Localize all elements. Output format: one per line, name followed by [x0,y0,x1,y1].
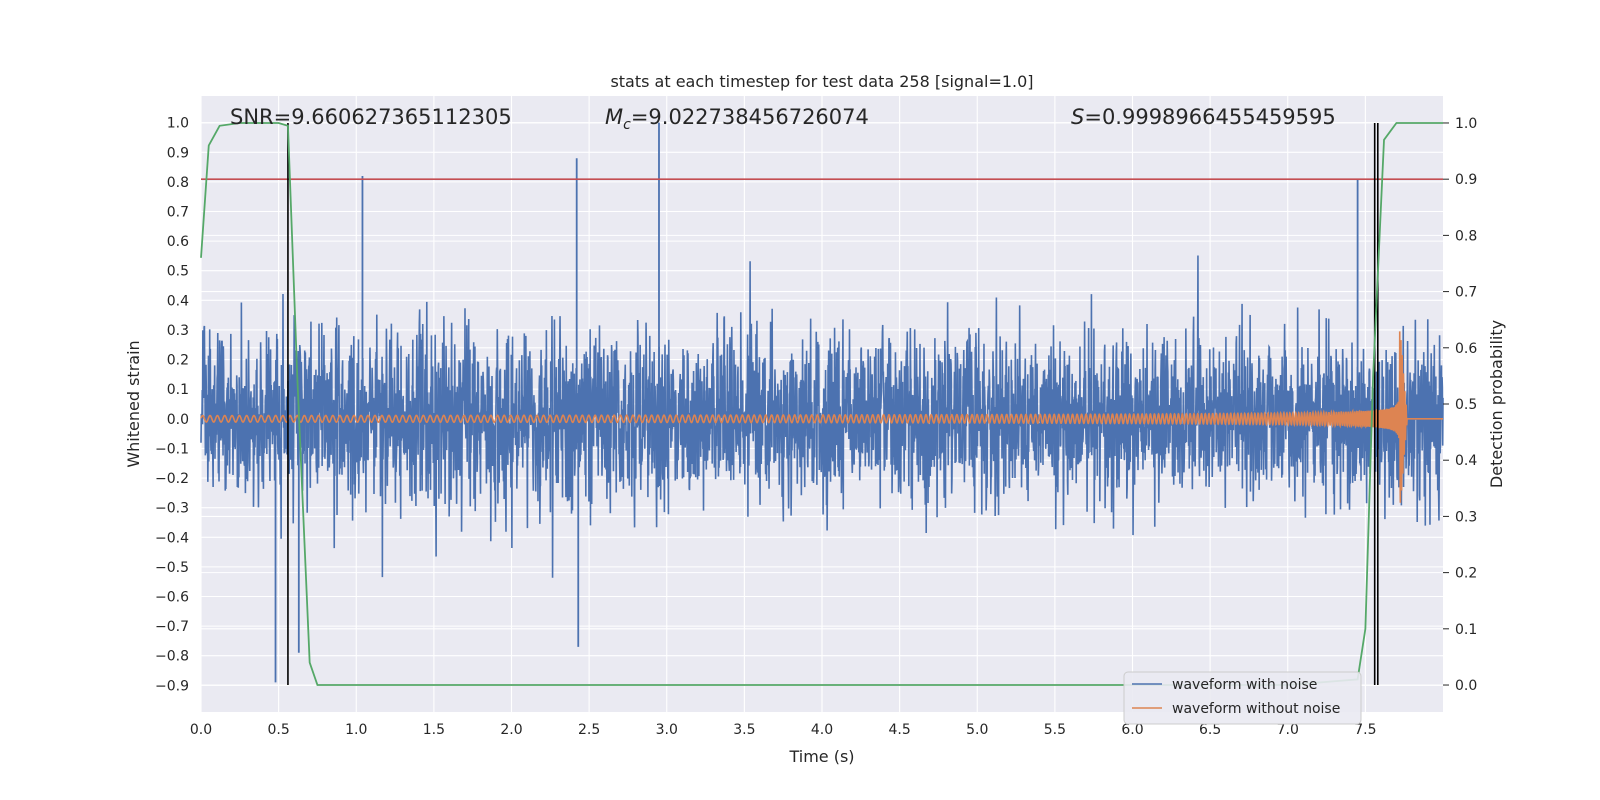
y-tick-label: −0.3 [155,501,189,517]
y2-tick-label: 0.0 [1455,678,1477,694]
y-tick-label: −0.4 [155,530,189,546]
x-tick-label: 2.5 [578,722,600,738]
x-tick-label: 3.0 [656,722,678,738]
s-value: =0.9998966455459595 [1084,105,1335,129]
x-tick-label: 1.5 [423,722,445,738]
x-tick-label: 1.0 [345,722,367,738]
x-tick-label: 2.0 [500,722,522,738]
y2-tick-label: 0.4 [1455,453,1477,469]
y2-tick-label: 0.1 [1455,622,1477,638]
ticks: 0.0 0.5 1.0 1.5 2.0 2.5 3.0 3.5 4.0 4.5 5.0 5.5 6.0 6… [155,116,1477,738]
y-tick-label: −0.2 [155,471,189,487]
annotation-snr: SNR=9.660627365112305 [230,105,512,129]
y-tick-label: 0.2 [167,353,189,369]
annotation-s: S=0.9998966455459595 [1071,105,1336,129]
y2-tick-label: 0.9 [1455,172,1477,188]
noise-trace [200,255,1444,578]
y2-tick-label: 0.7 [1455,285,1477,301]
detection-probability-line [200,122,1443,686]
y-tick-label: 0.8 [167,175,189,191]
x-tick-label: 5.5 [1044,722,1066,738]
legend-label-clean: waveform without noise [1172,701,1340,717]
mc-subscript: c [623,117,631,133]
chart-title: stats at each timestep for test data 258… [610,72,1033,91]
y2-tick-label: 0.6 [1455,341,1477,357]
y-axis-label: Whitened strain [124,340,143,467]
y-tick-label: 0.1 [167,382,189,398]
annotation-chirp-mass: Mc=9.022738456726074 [605,105,869,133]
y-tick-label: 0.6 [167,234,189,250]
y-tick-label: 1.0 [167,116,189,132]
x-tick-label: 4.5 [888,722,910,738]
mc-value: =9.022738456726074 [631,105,869,129]
s-symbol: S [1071,105,1084,129]
clean-trace [200,331,1443,503]
x-tick-label: 0.0 [190,722,212,738]
y-tick-label: −0.7 [155,619,189,635]
mc-symbol: M [605,105,623,129]
x-tick-label: 7.5 [1354,722,1376,738]
y2-tick-label: 0.3 [1455,509,1477,525]
x-tick-label: 5.0 [966,722,988,738]
x-tick-label: 6.5 [1199,722,1221,738]
x-tick-label: 0.5 [267,722,289,738]
y2-tick-label: 0.2 [1455,566,1477,582]
y-tick-label: −0.8 [155,649,189,665]
x-tick-label: 7.0 [1277,722,1299,738]
y-tick-label: 0.5 [167,264,189,280]
y-tick-label: −0.6 [155,590,189,606]
legend-box [1123,671,1362,725]
y-tick-label: −0.1 [155,441,189,457]
legend-label-noise: waveform with noise [1172,677,1317,693]
y-tick-label: 0.0 [167,412,189,428]
y-tick-label: 0.9 [167,145,189,161]
x-axis-label: Time (s) [788,747,854,766]
y2-tick-label: 0.5 [1455,397,1477,413]
series-waveform-with-noise [200,122,1444,683]
y-tick-label: −0.5 [155,560,189,576]
y-tick-label: 0.3 [167,323,189,339]
y2-tick-label: 0.8 [1455,228,1477,244]
y2-axis-label: Detection probability [1487,320,1506,488]
legend: waveform with noise waveform without noi… [1123,671,1362,725]
x-tick-label: 6.0 [1121,722,1143,738]
x-tick-label: 4.0 [811,722,833,738]
y2-tick-label: 1.0 [1455,116,1477,132]
x-tick-label: 3.5 [733,722,755,738]
y-tick-label: 0.4 [167,293,189,309]
overlay [200,122,1443,686]
y-tick-label: −0.9 [155,678,189,694]
series-waveform-without-noise [200,331,1443,503]
y-tick-label: 0.7 [167,205,189,221]
